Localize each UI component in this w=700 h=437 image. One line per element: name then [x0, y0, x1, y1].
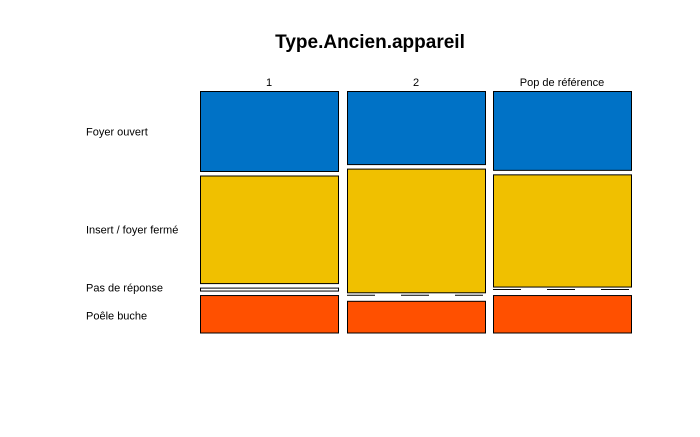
row-labels: Foyer ouvert Insert / foyer fermé Pas de r…	[86, 126, 178, 322]
mosaic-tile	[200, 175, 339, 285]
column-label: 1	[266, 77, 272, 89]
row-label: Poêle buche	[86, 310, 147, 322]
row-label: Pas de réponse	[86, 282, 163, 294]
column-label: Pop de référence	[520, 77, 604, 89]
mosaic-tile	[493, 174, 632, 288]
mosaic-tile	[493, 91, 632, 171]
column-label: 2	[413, 77, 419, 89]
chart-title: Type.Ancien.appareil	[275, 32, 465, 53]
mosaic-tile	[493, 295, 632, 334]
mosaic-tile	[347, 168, 486, 294]
row-label: Insert / foyer fermé	[86, 225, 178, 237]
mosaic-tiles	[200, 91, 632, 334]
row-label: Foyer ouvert	[86, 126, 148, 138]
mosaic-tile	[200, 295, 339, 334]
mosaic-tile	[347, 91, 486, 166]
mosaic-tile	[200, 91, 339, 172]
mosaic-tile	[200, 287, 339, 292]
column-labels: 1 2 Pop de référence	[266, 77, 604, 89]
mosaic-tile	[347, 300, 486, 334]
